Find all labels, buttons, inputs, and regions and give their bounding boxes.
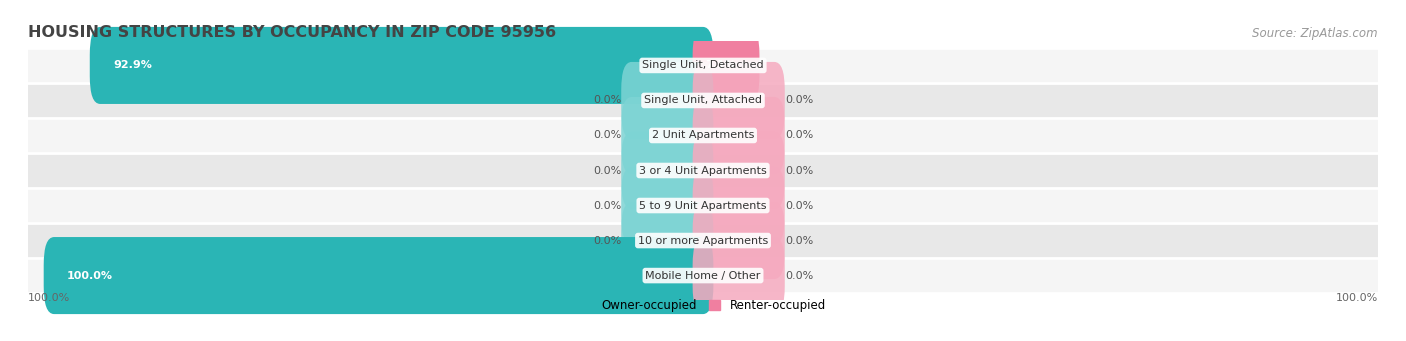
- Text: 10 or more Apartments: 10 or more Apartments: [638, 236, 768, 246]
- Text: Single Unit, Detached: Single Unit, Detached: [643, 60, 763, 71]
- Bar: [28, 153, 1378, 188]
- Text: 100.0%: 100.0%: [28, 293, 70, 303]
- Bar: [28, 48, 1378, 83]
- Bar: [28, 258, 1378, 293]
- Text: Source: ZipAtlas.com: Source: ZipAtlas.com: [1253, 27, 1378, 40]
- Text: 0.0%: 0.0%: [785, 236, 813, 246]
- Text: 0.0%: 0.0%: [593, 165, 621, 176]
- Text: 0.0%: 0.0%: [593, 236, 621, 246]
- Text: 100.0%: 100.0%: [67, 270, 112, 281]
- FancyBboxPatch shape: [621, 62, 713, 139]
- Text: 0.0%: 0.0%: [785, 270, 813, 281]
- FancyBboxPatch shape: [693, 27, 759, 104]
- Text: HOUSING STRUCTURES BY OCCUPANCY IN ZIP CODE 95956: HOUSING STRUCTURES BY OCCUPANCY IN ZIP C…: [28, 25, 557, 40]
- FancyBboxPatch shape: [693, 202, 785, 279]
- FancyBboxPatch shape: [44, 237, 713, 314]
- Text: 0.0%: 0.0%: [785, 131, 813, 140]
- FancyBboxPatch shape: [621, 167, 713, 244]
- FancyBboxPatch shape: [693, 62, 785, 139]
- FancyBboxPatch shape: [90, 27, 713, 104]
- Text: 5 to 9 Unit Apartments: 5 to 9 Unit Apartments: [640, 201, 766, 210]
- Text: 0.0%: 0.0%: [593, 201, 621, 210]
- Bar: [28, 83, 1378, 118]
- FancyBboxPatch shape: [621, 132, 713, 209]
- Text: 100.0%: 100.0%: [1336, 293, 1378, 303]
- Bar: [28, 188, 1378, 223]
- Text: 0.0%: 0.0%: [785, 95, 813, 105]
- FancyBboxPatch shape: [621, 97, 713, 174]
- Text: Single Unit, Attached: Single Unit, Attached: [644, 95, 762, 105]
- Legend: Owner-occupied, Renter-occupied: Owner-occupied, Renter-occupied: [579, 299, 827, 312]
- Text: 0.0%: 0.0%: [593, 131, 621, 140]
- FancyBboxPatch shape: [693, 167, 785, 244]
- Text: 0.0%: 0.0%: [593, 95, 621, 105]
- Text: 7.1%: 7.1%: [706, 60, 737, 71]
- Text: 92.9%: 92.9%: [112, 60, 152, 71]
- Text: 0.0%: 0.0%: [785, 201, 813, 210]
- FancyBboxPatch shape: [693, 237, 785, 314]
- Text: Mobile Home / Other: Mobile Home / Other: [645, 270, 761, 281]
- Text: 3 or 4 Unit Apartments: 3 or 4 Unit Apartments: [640, 165, 766, 176]
- FancyBboxPatch shape: [693, 97, 785, 174]
- FancyBboxPatch shape: [621, 202, 713, 279]
- Bar: [28, 223, 1378, 258]
- FancyBboxPatch shape: [693, 132, 785, 209]
- Bar: [28, 118, 1378, 153]
- Text: 2 Unit Apartments: 2 Unit Apartments: [652, 131, 754, 140]
- Text: 0.0%: 0.0%: [785, 165, 813, 176]
